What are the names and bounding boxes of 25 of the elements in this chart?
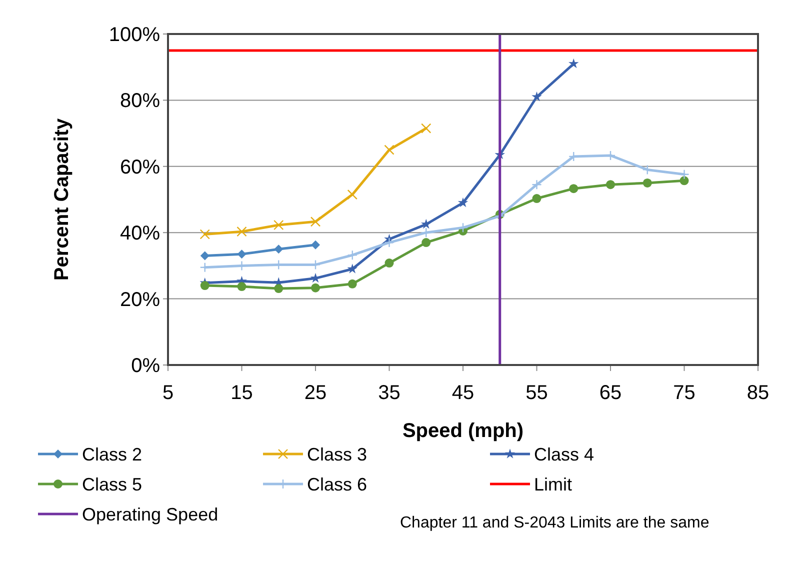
legend-label: Limit xyxy=(534,474,572,494)
x-tick-label: 45 xyxy=(452,382,474,404)
x-tick-label: 15 xyxy=(230,382,253,404)
legend-label: Class 2 xyxy=(82,444,142,464)
legend-label: Class 3 xyxy=(307,444,368,464)
y-tick-label: 20% xyxy=(120,288,160,311)
legend-label: Operating Speed xyxy=(82,504,218,524)
x-tick-label: 5 xyxy=(162,382,174,404)
x-tick-label: 35 xyxy=(378,382,400,404)
legend-label: Class 5 xyxy=(82,474,142,494)
y-tick-label: 80% xyxy=(120,90,160,112)
y-axis-title: Percent Capacity xyxy=(51,117,73,281)
y-tick-label: 40% xyxy=(120,222,160,245)
x-axis-title: Speed (mph) xyxy=(402,420,524,442)
x-tick-label: 75 xyxy=(673,382,696,404)
x-tick-label: 85 xyxy=(746,382,770,404)
legend-label: Class 4 xyxy=(534,444,594,464)
y-tick-label: 100% xyxy=(108,24,160,46)
y-tick-label: 0% xyxy=(131,355,160,377)
x-tick-label: 25 xyxy=(304,382,327,404)
x-tick-label: 65 xyxy=(599,382,622,404)
y-tick-label: 60% xyxy=(120,156,160,178)
legend-label: Class 6 xyxy=(307,474,368,494)
x-tick-label: 55 xyxy=(526,382,548,404)
text: Chapter 11 and S-2043 Limits are the same xyxy=(400,514,710,532)
